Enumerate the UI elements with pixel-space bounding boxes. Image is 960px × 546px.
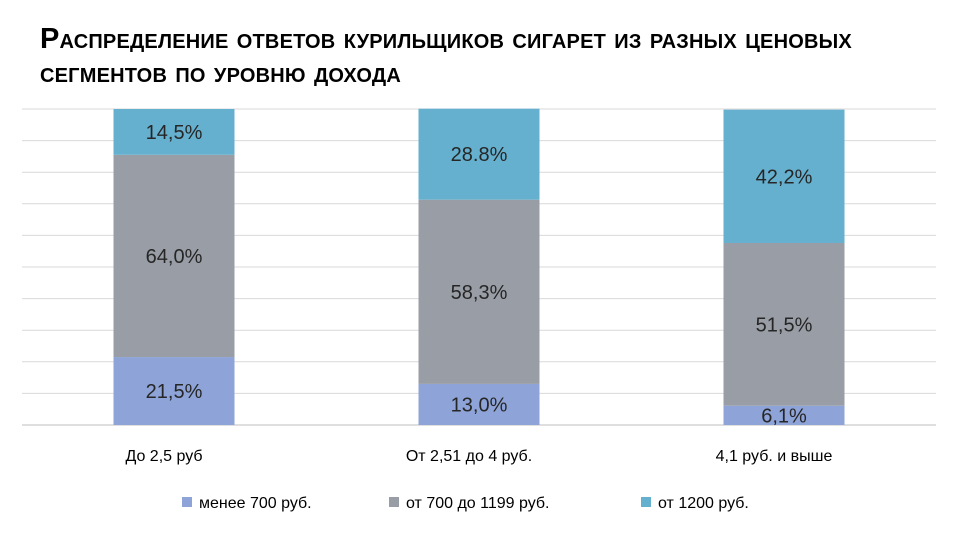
data-label: 6,1%: [761, 405, 807, 427]
data-label: 13,0%: [451, 394, 508, 416]
legend-label: от 700 до 1199 руб.: [406, 495, 550, 512]
bar-segment: [723, 405, 845, 425]
bar-segment: [113, 357, 235, 425]
data-label: 21,5%: [146, 381, 203, 403]
bar-segment: [723, 242, 845, 406]
legend-label: от 1200 руб.: [658, 495, 749, 512]
data-label: 58,3%: [451, 282, 508, 304]
legend-swatch: [641, 497, 651, 507]
bars: 21,5% 64,0% 14,5% 13,0% 58,3% 28.8% 6,1% 51,5% 4…: [113, 108, 845, 427]
data-label: 64,0%: [146, 246, 203, 268]
legend-swatch: [182, 497, 192, 507]
bar-segment: [723, 109, 845, 243]
bar-segment: [418, 383, 540, 425]
legend-swatch: [389, 497, 399, 507]
legend: менее 700 руб. от 700 до 1199 руб. от 1200…: [182, 495, 749, 512]
data-label: 51,5%: [756, 314, 813, 336]
chart-title: Распределение ответов курильщиков сигаре…: [40, 23, 852, 89]
data-label: 14,5%: [146, 122, 203, 144]
legend-label: менее 700 руб.: [199, 495, 312, 512]
category-label: До 2,5 руб: [125, 448, 202, 465]
category-label: От 2,51 до 4 руб.: [406, 448, 532, 465]
bar-segment: [418, 199, 540, 384]
bar-segment: [113, 109, 235, 155]
category-labels: До 2,5 руб От 2,51 до 4 руб. 4,1 руб. и вы…: [125, 448, 832, 465]
bar-segment: [113, 154, 235, 358]
bar-segment: [418, 108, 540, 200]
data-label: 28.8%: [451, 144, 508, 166]
category-label: 4,1 руб. и выше: [716, 448, 833, 465]
data-label: 42,2%: [756, 166, 813, 188]
